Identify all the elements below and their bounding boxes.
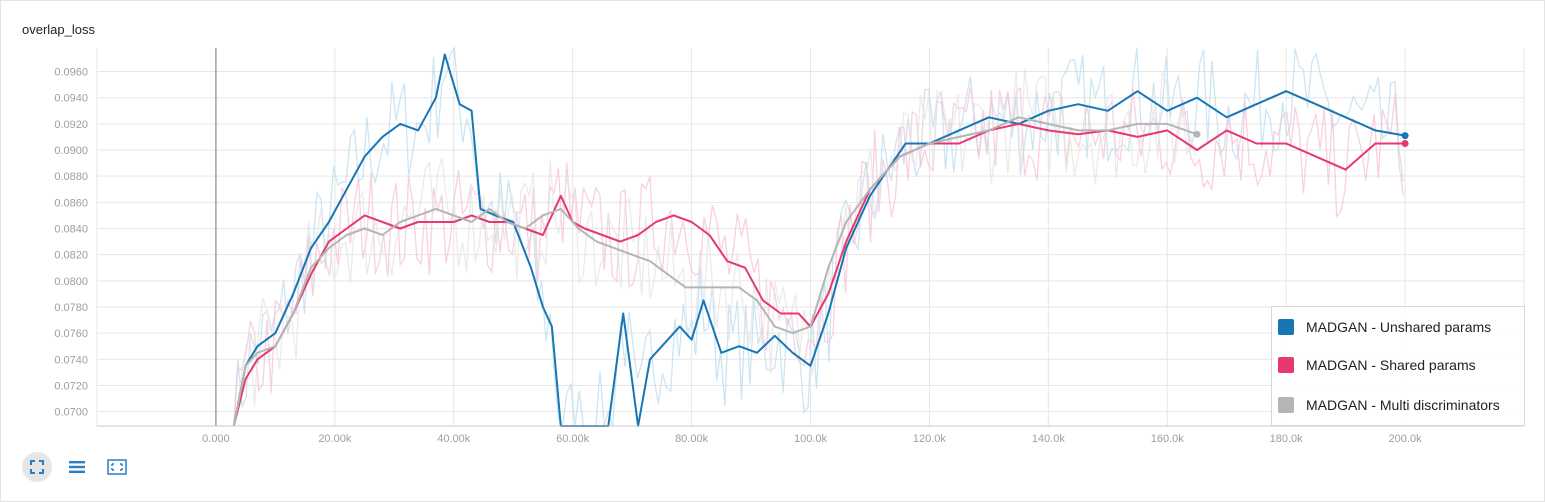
series-lines bbox=[232, 53, 1409, 427]
list-icon bbox=[69, 461, 85, 473]
y-tick-label: 0.0720 bbox=[54, 380, 88, 392]
legend-item-unshared[interactable]: MADGAN - Unshared params bbox=[1278, 317, 1491, 337]
legend-label: MADGAN - Unshared params bbox=[1306, 319, 1492, 335]
x-tick-label: 60.00k bbox=[556, 433, 590, 445]
expand-icon bbox=[107, 459, 127, 475]
legend-swatch bbox=[1278, 397, 1294, 413]
fit-domain-button[interactable] bbox=[22, 452, 52, 482]
x-tick-label: 140.0k bbox=[1032, 433, 1066, 445]
series-line bbox=[232, 122, 1406, 427]
raw-series-line bbox=[233, 46, 1404, 429]
fit-domain-icon bbox=[30, 460, 44, 474]
series-line bbox=[232, 53, 1406, 427]
series-end-marker bbox=[1401, 132, 1409, 140]
y-tick-label: 0.0880 bbox=[54, 171, 88, 183]
y-tick-label: 0.0740 bbox=[54, 354, 88, 366]
chart-toolbar bbox=[22, 452, 132, 482]
y-tick-label: 0.0960 bbox=[54, 67, 88, 79]
series-end-marker bbox=[1193, 130, 1201, 138]
y-tick-label: 0.0900 bbox=[54, 145, 88, 157]
legend-swatch bbox=[1278, 319, 1294, 335]
axes: 0.0700 0.0720 0.0740 0.0760 0.0780 0.0800 0.08… bbox=[54, 67, 1524, 445]
expand-chart-button[interactable] bbox=[102, 452, 132, 482]
legend-label: MADGAN - Multi discriminators bbox=[1306, 397, 1500, 413]
x-tick-label: 40.00k bbox=[437, 433, 471, 445]
x-tick-label: 20.00k bbox=[318, 433, 352, 445]
y-tick-label: 0.0800 bbox=[54, 276, 88, 288]
x-tick-label: 80.00k bbox=[675, 433, 709, 445]
y-tick-label: 0.0920 bbox=[54, 119, 88, 131]
x-tick-label: 180.0k bbox=[1270, 433, 1304, 445]
x-tick-label: 120.0k bbox=[913, 433, 947, 445]
raw-series-line bbox=[233, 68, 1196, 407]
y-tick-label: 0.0860 bbox=[54, 197, 88, 209]
series-end-marker bbox=[1401, 139, 1409, 147]
legend: MADGAN - Unshared params MADGAN - Shared… bbox=[1271, 306, 1525, 426]
y-tick-label: 0.0820 bbox=[54, 250, 88, 262]
legend-label: MADGAN - Shared params bbox=[1306, 357, 1476, 373]
x-tick-label: 160.0k bbox=[1151, 433, 1185, 445]
chart-title: overlap_loss bbox=[22, 22, 95, 37]
legend-swatch bbox=[1278, 357, 1294, 373]
x-tick-label: 0.000 bbox=[202, 433, 230, 445]
y-tick-label: 0.0760 bbox=[54, 328, 88, 340]
x-tick-label: 100.0k bbox=[794, 433, 828, 445]
series-line bbox=[232, 116, 1198, 427]
y-tick-label: 0.0940 bbox=[54, 93, 88, 105]
x-tick-label: 200.0k bbox=[1389, 433, 1423, 445]
grid bbox=[96, 48, 1525, 426]
y-tick-label: 0.0840 bbox=[54, 223, 88, 235]
legend-item-multi[interactable]: MADGAN - Multi discriminators bbox=[1278, 395, 1500, 415]
y-tick-label: 0.0700 bbox=[54, 407, 88, 419]
raw-series-layer bbox=[233, 46, 1404, 429]
toggle-log-scale-button[interactable] bbox=[62, 452, 92, 482]
raw-series-line bbox=[233, 86, 1404, 427]
y-tick-label: 0.0780 bbox=[54, 302, 88, 314]
legend-item-shared[interactable]: MADGAN - Shared params bbox=[1278, 355, 1476, 375]
